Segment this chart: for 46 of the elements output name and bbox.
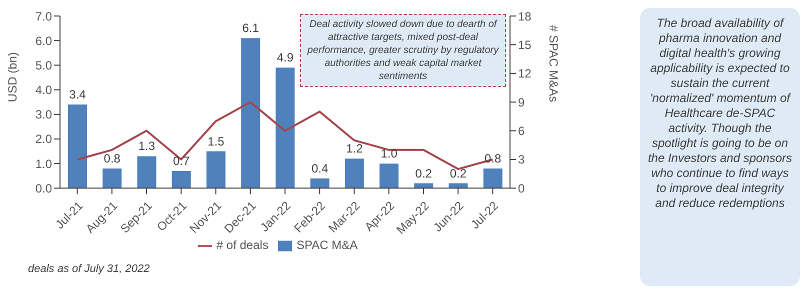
- y-tick-label: 2.0: [35, 132, 52, 146]
- legend-label: # of deals: [216, 238, 268, 252]
- data-label: 1.5: [208, 134, 225, 148]
- y2-axis-title: # SPAC M&As: [546, 24, 561, 102]
- data-label: 0.2: [415, 166, 432, 180]
- text: deals as of July 31, 2022: [28, 263, 150, 275]
- data-label: 0.4: [311, 161, 328, 176]
- data-label: 0.7: [173, 154, 190, 168]
- data-label: 4.9: [276, 50, 294, 65]
- y-tick-label: 6.0: [35, 34, 52, 48]
- y2-tick-label: 15: [518, 38, 532, 52]
- y2-tick-label: 3: [518, 152, 525, 167]
- bar: [172, 170, 191, 188]
- y-tick-label: 4.0: [35, 83, 52, 98]
- data-label: 1.2: [346, 142, 364, 156]
- bar: [483, 168, 502, 188]
- y2-tick-label: 9: [518, 95, 525, 110]
- bar: [68, 104, 87, 188]
- y-tick-label: 0.0: [35, 181, 52, 196]
- data-label: 6.1: [242, 21, 260, 36]
- annotation: Deal activity slowed down due to dearth of attractive targets, mixed post-deal performance, greater scrutiny by regulatory authorities and weak capital market sentiments: [300, 14, 506, 87]
- y2-tick-label: 12: [518, 66, 532, 81]
- y2-tick-label: 18: [518, 9, 532, 24]
- bar: [206, 151, 226, 188]
- y2-tick-label: 6: [518, 124, 525, 138]
- y-tick-label: 3.0: [35, 108, 52, 122]
- bar: [241, 38, 260, 188]
- bar: [276, 68, 295, 188]
- data-label: 0.8: [104, 151, 121, 166]
- y-tick-label: 7.0: [35, 9, 52, 24]
- y2-tick-label: 0: [518, 181, 525, 196]
- bar: [380, 164, 399, 188]
- data-label: 1.0: [380, 146, 398, 161]
- data-label: 0.8: [484, 151, 502, 166]
- data-label: 1.3: [138, 139, 156, 154]
- bar: [310, 178, 330, 188]
- y-tick-label: 1.0: [35, 156, 52, 171]
- data-label: 0.2: [450, 166, 467, 180]
- y-axis-title: USD (bn): [5, 52, 20, 102]
- y-tick-label: 5.0: [35, 58, 52, 72]
- bar: [344, 158, 364, 188]
- bar: [102, 168, 122, 188]
- legend-label: SPAC M&A: [296, 238, 358, 252]
- data-label: 3.4: [69, 88, 86, 102]
- bar: [137, 156, 156, 188]
- text: The broad availability of pharma innovation and digital health's growing applicability is expected to sustain the current 'normalized' momentum of Healthcare de-SPAC activity. Though the spotlight is going to be on the Investors and sponsors who continue to find ways to improve deal integrity and reduce redemptions: [648, 16, 792, 210]
